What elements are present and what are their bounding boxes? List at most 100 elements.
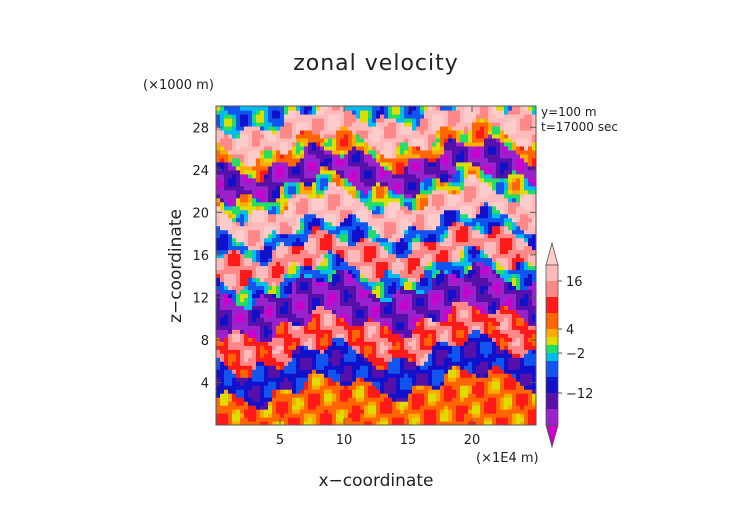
field-cell <box>460 353 465 358</box>
field-cell <box>288 349 293 354</box>
field-cell <box>344 369 349 374</box>
field-cell <box>288 309 293 314</box>
field-cell <box>416 409 421 414</box>
field-cell <box>404 249 409 255</box>
field-cell <box>316 333 321 338</box>
field-cell <box>404 393 409 398</box>
field-cell <box>412 149 417 155</box>
field-cell <box>384 113 389 119</box>
field-cell <box>456 285 461 291</box>
field-cell <box>244 301 249 306</box>
field-cell <box>280 281 285 287</box>
field-cell <box>268 277 273 283</box>
field-cell <box>372 381 377 386</box>
field-cell <box>396 241 401 247</box>
field-cell <box>340 193 345 199</box>
field-cell <box>268 133 273 139</box>
field-cell <box>296 269 301 275</box>
field-cell <box>332 233 337 239</box>
field-cell <box>312 365 317 370</box>
field-cell <box>260 289 265 295</box>
field-cell <box>236 165 241 171</box>
field-cell <box>312 329 317 334</box>
field-cell <box>256 201 261 207</box>
field-cell <box>284 157 289 163</box>
field-cell <box>328 337 333 342</box>
field-cell <box>460 141 465 147</box>
field-cell <box>380 261 385 267</box>
field-cell <box>364 217 369 223</box>
field-cell <box>268 173 273 179</box>
field-cell <box>248 109 253 115</box>
field-cell <box>412 237 417 243</box>
field-cell <box>344 353 349 358</box>
field-cell <box>296 409 301 414</box>
field-cell <box>360 169 365 175</box>
field-cell <box>312 245 317 251</box>
field-cell <box>444 301 449 306</box>
field-cell <box>348 381 353 386</box>
field-cell <box>284 149 289 155</box>
field-cell <box>456 149 461 155</box>
field-cell <box>408 369 413 374</box>
field-cell <box>368 325 373 330</box>
field-cell <box>352 329 357 334</box>
field-cell <box>244 265 249 271</box>
field-cell <box>412 349 417 354</box>
field-cell <box>224 225 229 231</box>
field-cell <box>284 305 289 310</box>
field-cell <box>420 153 425 159</box>
field-cell <box>264 221 269 227</box>
field-cell <box>244 217 249 223</box>
field-cell <box>368 197 373 203</box>
field-cell <box>404 197 409 203</box>
field-cell <box>284 377 289 382</box>
field-cell <box>300 125 305 131</box>
field-cell <box>336 337 341 342</box>
field-cell <box>244 277 249 283</box>
field-cell <box>248 321 253 326</box>
field-cell <box>268 409 273 414</box>
field-cell <box>220 417 225 422</box>
field-cell <box>256 393 261 398</box>
field-cell <box>452 173 457 179</box>
field-cell <box>272 361 277 366</box>
field-cell <box>256 233 261 239</box>
field-cell <box>228 225 233 231</box>
field-cell <box>444 145 449 151</box>
field-cell <box>348 397 353 402</box>
field-cell <box>296 393 301 398</box>
field-cell <box>404 373 409 378</box>
field-cell <box>308 353 313 358</box>
field-cell <box>292 373 297 378</box>
field-cell <box>336 321 341 326</box>
field-cell <box>348 405 353 410</box>
field-cell <box>352 365 357 370</box>
field-cell <box>316 177 321 183</box>
field-cell <box>448 249 453 255</box>
field-cell <box>244 389 249 394</box>
field-cell <box>412 121 417 127</box>
field-cell <box>380 141 385 147</box>
field-cell <box>268 333 273 338</box>
field-cell <box>324 217 329 223</box>
field-cell <box>228 341 233 346</box>
field-cell <box>392 245 397 251</box>
field-cell <box>388 173 393 179</box>
field-cell <box>216 353 221 358</box>
field-cell <box>280 121 285 127</box>
field-cell <box>240 253 245 259</box>
field-cell <box>248 281 253 287</box>
field-cell <box>312 125 317 131</box>
field-cell <box>448 349 453 354</box>
field-cell <box>360 301 365 306</box>
field-cell <box>312 237 317 243</box>
field-cell <box>344 169 349 175</box>
field-cell <box>388 413 393 418</box>
field-cell <box>412 317 417 322</box>
field-cell <box>348 273 353 279</box>
field-cell <box>424 337 429 342</box>
field-cell <box>216 301 221 306</box>
field-cell <box>264 201 269 207</box>
field-cell <box>444 213 449 219</box>
